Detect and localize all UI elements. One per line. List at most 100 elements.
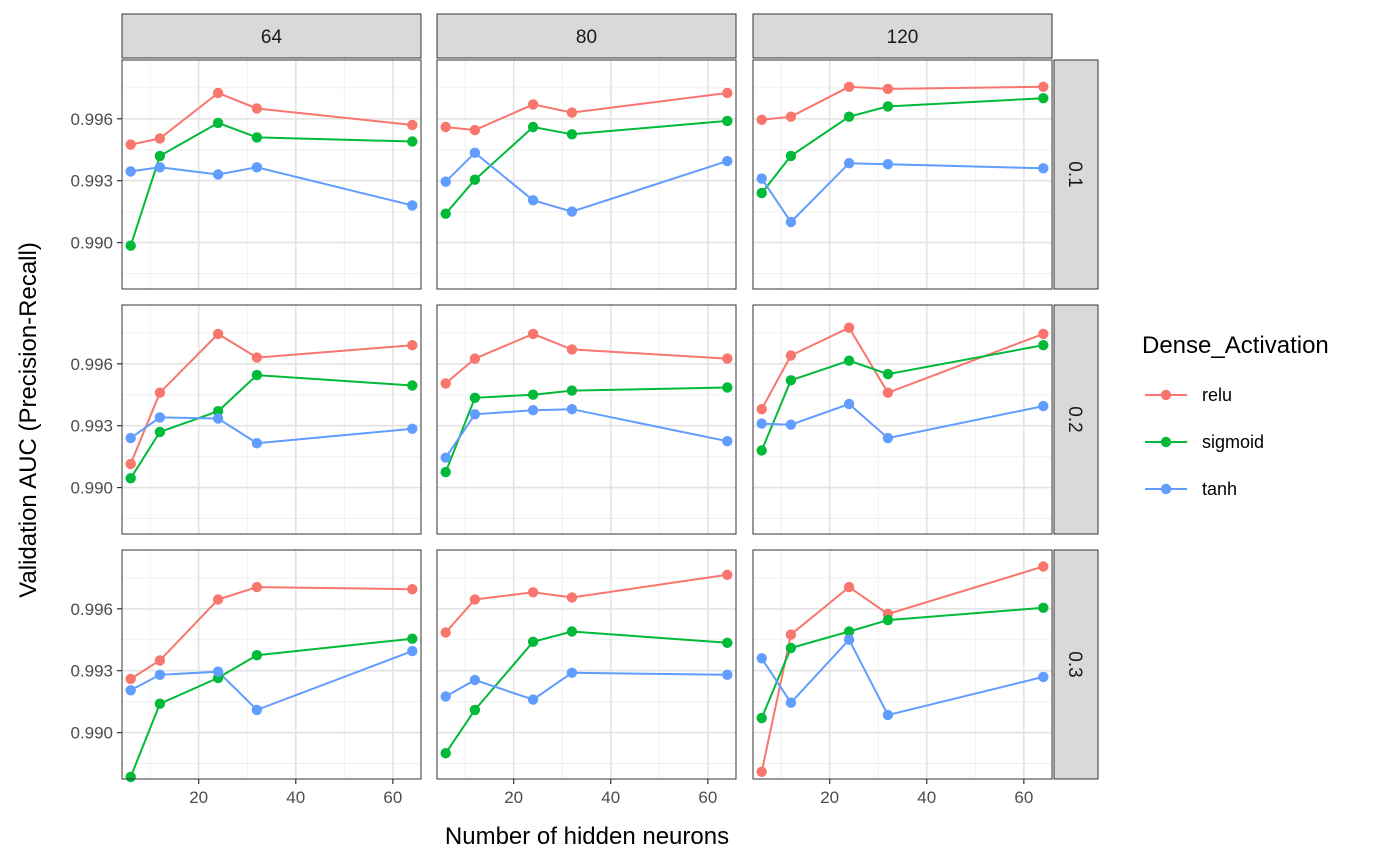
data-point-relu <box>154 133 166 144</box>
facet-panel <box>122 60 421 289</box>
data-point-tanh <box>722 669 733 680</box>
data-point-sigmoid <box>882 368 894 380</box>
panel-series-0.3-64 <box>125 581 418 783</box>
panel-border <box>121 549 422 780</box>
data-point-tanh <box>722 155 733 167</box>
y-tick-label: 0.996 <box>70 355 113 374</box>
data-point-relu <box>469 124 481 136</box>
data-point-sigmoid <box>1038 340 1049 351</box>
panel-series-0.3-80 <box>440 569 733 759</box>
data-point-tanh <box>527 405 539 416</box>
y-tick-label: 0.993 <box>70 417 113 436</box>
x-tick-label: 40 <box>286 788 305 807</box>
facet-strip-col <box>752 13 1053 59</box>
panel-background <box>753 60 1052 289</box>
data-point-relu <box>785 629 797 640</box>
panel-series-0.2-120 <box>756 322 1049 456</box>
data-point-sigmoid <box>785 642 797 654</box>
data-point-relu <box>407 119 418 131</box>
panel-series-0.1-120 <box>756 81 1049 228</box>
data-point-tanh <box>469 409 481 420</box>
data-point-tanh <box>566 667 578 678</box>
data-point-tanh <box>843 158 855 169</box>
legend-label-sigmoid: sigmoid <box>1202 432 1264 452</box>
data-point-sigmoid <box>154 426 166 438</box>
x-tick-label: 40 <box>601 788 620 807</box>
data-point-relu <box>212 87 224 99</box>
data-point-sigmoid <box>756 187 767 199</box>
data-point-tanh <box>1038 400 1049 412</box>
data-point-sigmoid <box>566 626 578 637</box>
panel-border <box>752 549 1053 780</box>
data-point-tanh <box>882 432 894 444</box>
panel-background <box>437 305 736 534</box>
data-point-relu <box>527 99 539 110</box>
panel-series-0.2-64 <box>125 328 418 484</box>
data-point-sigmoid <box>440 466 451 478</box>
data-point-relu <box>722 569 733 580</box>
data-point-relu <box>212 594 224 605</box>
y-tick-label: 0.993 <box>70 662 113 681</box>
x-axis: 20 40 60 20 40 60 20 40 60 <box>189 779 1033 807</box>
data-point-relu <box>882 83 894 95</box>
data-point-tanh <box>722 436 733 447</box>
y-tick-label: 0.990 <box>70 234 113 253</box>
data-point-sigmoid <box>527 389 539 400</box>
x-axis-title: Number of hidden neurons <box>445 823 729 850</box>
data-point-tanh <box>1038 671 1049 683</box>
data-point-sigmoid <box>1038 602 1049 613</box>
data-point-tanh <box>440 452 451 463</box>
data-point-sigmoid <box>756 712 767 724</box>
data-point-sigmoid <box>212 406 224 417</box>
data-point-relu <box>1038 328 1049 340</box>
x-tick-label: 20 <box>820 788 839 807</box>
legend: Dense_Activation relu sigmoid tanh <box>1142 332 1329 499</box>
data-point-tanh <box>756 653 767 664</box>
data-point-tanh <box>469 147 481 158</box>
data-point-tanh <box>785 419 797 430</box>
facet-panel <box>122 305 421 534</box>
data-point-tanh <box>407 200 418 211</box>
data-point-tanh <box>154 669 166 680</box>
y-axis: 0.990 0.993 0.996 0.990 0.993 0.996 0.990 0.993… <box>70 110 122 743</box>
facet-strip-col-label: 120 <box>887 27 919 48</box>
x-tick-label: 20 <box>504 788 523 807</box>
data-point-relu <box>756 114 767 126</box>
x-tick-label: 60 <box>698 788 717 807</box>
data-point-tanh <box>785 216 797 228</box>
y-tick-label: 0.996 <box>70 110 113 129</box>
data-point-sigmoid <box>843 111 855 122</box>
panel-series-0.3-120 <box>756 561 1049 777</box>
data-point-relu <box>125 458 136 470</box>
facet-strip-col-label: 64 <box>261 27 283 48</box>
x-tick-label: 20 <box>189 788 208 807</box>
panel-background <box>122 60 421 289</box>
panel-border <box>436 59 737 290</box>
legend-key-point-sigmoid <box>1160 436 1172 448</box>
y-tick-label: 0.990 <box>70 724 113 743</box>
data-point-sigmoid <box>251 650 263 661</box>
panel-background <box>122 305 421 534</box>
data-point-tanh <box>566 206 578 217</box>
legend-key-point-relu <box>1160 389 1172 401</box>
data-point-relu <box>566 344 578 355</box>
data-point-relu <box>566 107 578 118</box>
data-point-relu <box>251 103 263 114</box>
data-point-relu <box>1038 561 1049 572</box>
data-point-tanh <box>566 404 578 415</box>
facet-strip-row <box>1053 59 1099 290</box>
data-point-sigmoid <box>212 117 224 129</box>
facet-panel <box>437 550 736 779</box>
x-tick-label: 40 <box>917 788 936 807</box>
panel-background <box>753 550 1052 779</box>
data-point-sigmoid <box>440 208 451 219</box>
facet-panel <box>753 60 1052 289</box>
data-point-sigmoid <box>440 748 451 759</box>
data-point-relu <box>843 581 855 593</box>
facet-strip-row <box>1053 549 1099 780</box>
data-point-sigmoid <box>154 150 166 162</box>
data-point-sigmoid <box>1038 93 1049 104</box>
facet-panel <box>437 305 736 534</box>
panel-series-0.1-80 <box>440 87 733 219</box>
